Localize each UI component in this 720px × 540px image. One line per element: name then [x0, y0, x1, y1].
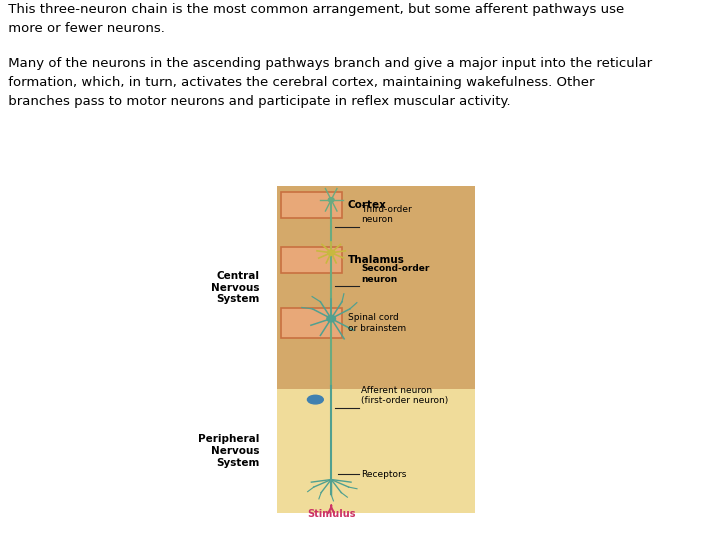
Ellipse shape	[307, 395, 323, 404]
Text: Many of the neurons in the ascending pathways branch and give a major input into: Many of the neurons in the ascending pat…	[4, 57, 652, 107]
Circle shape	[328, 250, 335, 255]
Circle shape	[328, 198, 334, 202]
Text: This three-neuron chain is the most common arrangement, but some afferent pathwa: This three-neuron chain is the most comm…	[4, 3, 624, 35]
Bar	[277, 389, 475, 513]
Bar	[281, 247, 342, 273]
Bar	[281, 192, 342, 218]
Text: Cortex: Cortex	[348, 200, 387, 210]
Text: Receptors: Receptors	[361, 470, 407, 478]
Text: Thalamus: Thalamus	[348, 255, 405, 265]
Text: Second-order
neuron: Second-order neuron	[361, 264, 430, 284]
Text: Central
Nervous
System: Central Nervous System	[211, 271, 259, 304]
Text: Third-order
neuron: Third-order neuron	[361, 205, 412, 224]
Circle shape	[327, 315, 336, 322]
Bar	[281, 308, 342, 338]
Bar	[277, 186, 475, 389]
Text: Stimulus: Stimulus	[307, 509, 356, 519]
Text: Spinal cord
or brainstem: Spinal cord or brainstem	[348, 314, 406, 333]
Text: Afferent neuron
(first-order neuron): Afferent neuron (first-order neuron)	[361, 386, 449, 405]
Text: Peripheral
Nervous
System: Peripheral Nervous System	[198, 434, 259, 468]
